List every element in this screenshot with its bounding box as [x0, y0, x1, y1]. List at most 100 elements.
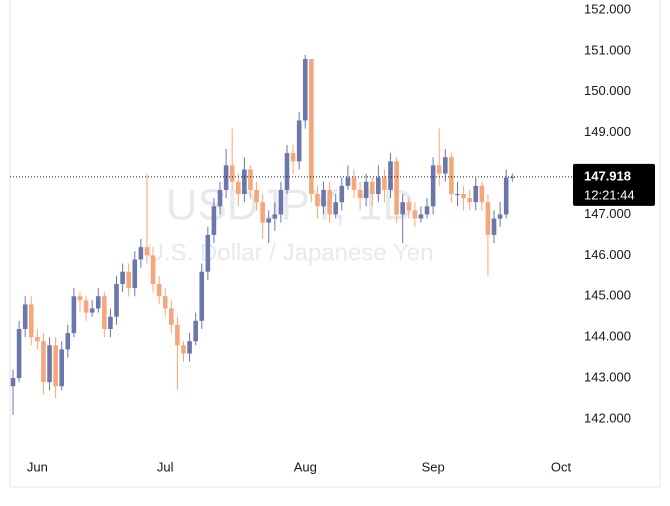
- candle-body: [229, 165, 235, 182]
- candle-body: [95, 296, 101, 309]
- candle-body: [260, 202, 265, 223]
- candle-body: [144, 247, 150, 256]
- y-tick-label: 143.000: [584, 369, 631, 384]
- candle-body: [418, 214, 424, 219]
- candle-body: [443, 157, 448, 174]
- last-price-label: 147.918: [584, 168, 631, 183]
- candle-body: [47, 345, 52, 383]
- candle-body: [162, 296, 168, 309]
- candle-body: [150, 255, 156, 284]
- candle-body: [345, 177, 351, 186]
- candle-body: [302, 59, 308, 121]
- candle-body: [321, 189, 326, 207]
- candle-body: [278, 189, 284, 215]
- candle-body: [114, 283, 119, 317]
- candle-body: [369, 181, 375, 195]
- x-tick-label: Jul: [157, 459, 174, 474]
- candle-body: [497, 214, 503, 219]
- x-tick-label: Oct: [551, 459, 572, 474]
- chart-frame: [9, 0, 661, 488]
- candle-body: [126, 271, 131, 289]
- candle-body: [102, 296, 107, 329]
- x-tick-label: Aug: [294, 459, 317, 474]
- candle-body: [22, 304, 28, 329]
- candle-body: [65, 333, 71, 350]
- candle-body: [382, 177, 387, 190]
- candle-body: [449, 157, 454, 195]
- y-tick-label: 146.000: [584, 247, 631, 262]
- candle-body: [430, 165, 436, 207]
- candle-body: [242, 169, 247, 195]
- candle-body: [388, 161, 393, 190]
- candle-body: [485, 202, 491, 235]
- candle-body: [327, 189, 332, 215]
- candle-body: [455, 194, 460, 196]
- candle-body: [108, 316, 113, 329]
- candle-body: [35, 337, 40, 342]
- candle-body: [406, 202, 412, 211]
- candle-body: [217, 189, 223, 207]
- candle-body: [211, 206, 217, 235]
- candle-body: [120, 271, 125, 284]
- candle-body: [223, 165, 229, 190]
- candle-body: [28, 304, 34, 338]
- candle-body: [266, 218, 272, 223]
- candle-body: [205, 234, 211, 272]
- candle-body: [296, 120, 302, 162]
- candle-body: [41, 341, 46, 383]
- candle-body: [16, 328, 22, 379]
- y-tick-label: 145.000: [584, 288, 631, 303]
- candle-body: [473, 185, 479, 203]
- candle-body: [175, 324, 180, 346]
- candle-body: [235, 181, 241, 195]
- candle-body: [272, 214, 278, 219]
- candle-body: [187, 341, 192, 354]
- y-tick-label: 149.000: [584, 124, 631, 139]
- candle-body: [59, 349, 65, 387]
- candle-body: [254, 189, 259, 203]
- x-tick-label: Jun: [27, 459, 48, 474]
- x-tick-label: Sep: [422, 459, 445, 474]
- candle-body: [53, 345, 58, 387]
- candle-body: [132, 259, 138, 289]
- candle-body: [479, 185, 485, 203]
- candle-body: [83, 300, 89, 313]
- candle-body: [503, 177, 509, 215]
- candle-body: [363, 181, 369, 199]
- candle-body: [193, 320, 198, 342]
- candle-body: [339, 185, 345, 203]
- countdown-label: 12:21:44: [584, 187, 635, 202]
- candle-body: [467, 198, 472, 203]
- candle-body: [491, 218, 497, 235]
- y-tick-label: 147.000: [584, 206, 631, 221]
- candle-body: [376, 177, 381, 195]
- candle-body: [461, 194, 466, 199]
- y-tick-label: 142.000: [584, 410, 631, 425]
- candle-body: [357, 189, 363, 199]
- candle-body: [412, 210, 418, 219]
- y-tick-label: 152.000: [584, 1, 631, 16]
- candle-body: [394, 161, 399, 215]
- y-tick-label: 150.000: [584, 83, 631, 98]
- candle-body: [436, 165, 442, 174]
- y-tick-label: 151.000: [584, 42, 631, 57]
- candle-body: [71, 296, 77, 334]
- candle-body: [199, 271, 205, 321]
- candle-body: [290, 153, 296, 162]
- candle-body: [181, 345, 186, 354]
- candle-body: [89, 308, 95, 313]
- candle-body: [351, 177, 357, 190]
- candle-body: [138, 247, 144, 260]
- candle-body: [309, 59, 314, 195]
- watermark-subtitle: U.S. Dollar / Japanese Yen: [147, 239, 434, 266]
- candle-body: [284, 153, 290, 190]
- candle-body: [248, 169, 253, 190]
- candle-body: [333, 202, 339, 215]
- candle-body: [400, 202, 405, 215]
- candle-body: [424, 206, 430, 215]
- candle-body: [169, 308, 174, 325]
- last-price-box: [573, 163, 655, 206]
- candle-body: [77, 296, 83, 301]
- candle-body: [509, 176, 515, 178]
